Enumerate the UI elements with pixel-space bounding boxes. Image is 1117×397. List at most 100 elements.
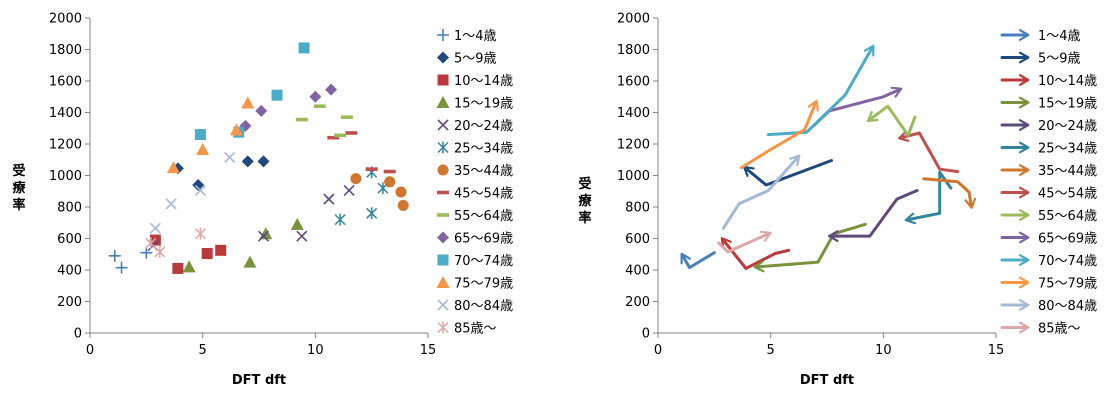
y-tick-label: 2000	[49, 12, 82, 27]
data-point	[340, 115, 353, 120]
data-point	[350, 173, 362, 185]
data-point	[365, 167, 378, 171]
y-axis-title-char: 率	[578, 210, 591, 226]
data-point	[327, 135, 340, 140]
data-point	[166, 161, 180, 174]
legend-label: 85歳～	[1038, 322, 1081, 337]
y-axis-title: 受療率	[578, 176, 592, 226]
legend-label: 55～64歳	[1038, 209, 1097, 224]
data-point	[257, 155, 270, 168]
data-point	[192, 178, 205, 191]
legend-marker	[437, 254, 449, 266]
legend-label: 1～4歳	[1038, 29, 1081, 44]
data-point	[165, 198, 177, 210]
legend-label: 75～79歳	[454, 277, 513, 292]
y-tick-label: 1800	[617, 43, 650, 58]
y-axis-title-char: 受	[578, 176, 591, 192]
y-axis-title-char: 療	[578, 193, 592, 209]
y-tick-label: 1600	[617, 75, 650, 90]
data-point	[182, 260, 196, 273]
data-point	[194, 129, 206, 141]
legend-marker	[436, 276, 450, 288]
legend-label: 15～19歳	[454, 97, 513, 112]
data-point	[115, 261, 128, 274]
series-line	[922, 177, 977, 209]
data-point	[154, 245, 166, 258]
x-tick-label: 5	[199, 343, 207, 358]
legend-label: 70～74歳	[1038, 254, 1097, 269]
legend-marker	[437, 190, 449, 195]
y-tick-label: 800	[57, 201, 82, 216]
data-point	[194, 184, 206, 197]
legend-label: 55～64歳	[454, 209, 513, 224]
legend-marker	[437, 141, 449, 154]
legend-marker	[436, 96, 450, 108]
legend-marker	[437, 213, 449, 217]
y-axis-title-char: 率	[12, 197, 25, 213]
data-point	[384, 176, 396, 188]
data-point	[257, 230, 270, 242]
data-point	[345, 131, 358, 135]
series-line	[742, 159, 833, 187]
y-tick-label: 600	[57, 232, 82, 247]
legend-label: 10～14歳	[1038, 74, 1097, 89]
legend-label: 75～79歳	[1038, 277, 1097, 292]
legend-label: 35～44歳	[454, 164, 513, 179]
data-point	[325, 83, 338, 96]
data-point	[271, 89, 283, 101]
y-axis-title: 受療率	[12, 163, 26, 213]
data-point	[295, 117, 308, 122]
data-point	[334, 213, 346, 226]
y-tick-label: 0	[74, 327, 82, 342]
legend-marker	[437, 321, 449, 334]
y-tick-label: 1400	[617, 106, 650, 121]
series-line	[897, 130, 960, 174]
data-point	[296, 230, 308, 242]
y-tick-label: 1000	[617, 169, 650, 184]
y-tick-label: 200	[625, 295, 650, 310]
y-tick-label: 1600	[49, 75, 82, 90]
x-tick-label: 10	[875, 343, 892, 358]
y-tick-label: 800	[625, 201, 650, 216]
x-tick-label: 10	[307, 343, 324, 358]
arrow-line-chart: 0 200 400 600 800 1000 1200 1400 1600 1800 2000 0 5 1…	[578, 12, 1097, 389]
data-point	[290, 217, 304, 230]
legend-label: 80～84歳	[1038, 299, 1097, 314]
legend-label: 45～54歳	[454, 187, 513, 202]
legend-label: 1～4歳	[454, 29, 497, 44]
data-point	[196, 143, 210, 156]
y-tick-label: 400	[57, 264, 82, 279]
data-point	[172, 262, 184, 274]
y-tick-label: 400	[625, 264, 650, 279]
legend-marker	[437, 51, 449, 64]
series-line	[739, 99, 819, 170]
y-tick-label: 2000	[617, 12, 650, 27]
legend-marker	[437, 29, 449, 41]
series-line	[866, 104, 917, 137]
y-tick-label: 1200	[617, 138, 650, 153]
data-point	[343, 184, 355, 197]
series-line	[766, 44, 875, 137]
data-point	[243, 255, 257, 268]
legend-marker	[437, 164, 449, 176]
x-tick-label: 5	[767, 343, 775, 358]
y-tick-label: 200	[57, 295, 82, 310]
legend-label: 20～24歳	[1038, 119, 1097, 134]
series-line	[717, 230, 772, 254]
data-point	[255, 104, 268, 117]
legend-label: 65～69歳	[1038, 232, 1097, 247]
legend-label: 70～74歳	[454, 254, 513, 269]
scatter-chart: 0 200 400 600 800 1000 1200 1400 1600 1800 2000 0 5 1…	[12, 12, 513, 389]
data-point	[309, 90, 322, 103]
series-line	[753, 222, 867, 273]
data-point	[241, 96, 255, 109]
y-tick-label: 1800	[49, 43, 82, 58]
data-point	[194, 227, 206, 240]
x-axis-title: DFT dft	[800, 373, 854, 388]
legend-marker	[437, 299, 449, 311]
legend-label: 20～24歳	[454, 119, 513, 134]
y-axis-title-char: 療	[12, 180, 26, 196]
y-tick-label: 600	[625, 232, 650, 247]
legend-label: 5～9歳	[454, 52, 497, 67]
legend-label: 35～44歳	[1038, 164, 1097, 179]
